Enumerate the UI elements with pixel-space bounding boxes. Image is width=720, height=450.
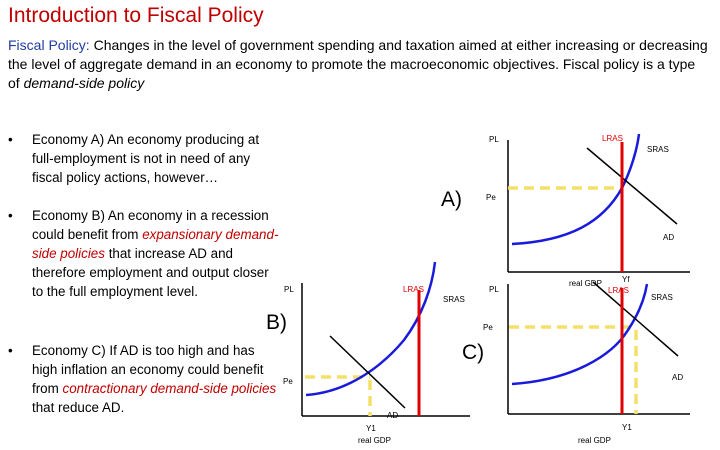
diagram-a-y-axis-label: PL	[489, 135, 499, 144]
definition-term: Fiscal Policy:	[8, 37, 90, 53]
bullet-lead: Economy B)	[32, 208, 105, 223]
bullet-text: An economy in a recession could benefit …	[32, 208, 269, 242]
diagram-c-ad-curve	[592, 281, 679, 357]
definition-body: Changes in the level of government spend…	[8, 37, 708, 91]
diagram-b-sras-curve	[305, 261, 437, 397]
bullet-dot: •	[8, 343, 13, 358]
diagram-a-sras-curve	[511, 133, 641, 246]
diagram-a-ad-curve	[586, 147, 678, 225]
diagram-a-lras-label: LRAS	[602, 134, 623, 143]
diagram-b-output-label: Y1	[366, 424, 376, 433]
definition-emphasis: demand-side policy	[23, 75, 145, 91]
bullet-dot: •	[8, 132, 13, 147]
bullet-text-after: that increase AD and therefore employmen…	[32, 246, 269, 299]
bullet-text: An economy producing at full-employment …	[32, 132, 260, 185]
diagram-c-sras-curve	[511, 283, 649, 386]
diagram-b-price-label: Pe	[283, 377, 293, 386]
diagram-b-ad-curve	[329, 335, 406, 409]
bullet-text: If AD is too high and has high inflation…	[32, 343, 264, 396]
diagram-c: PL LRAS SRAS AD Pe Y1 real GDP	[483, 281, 690, 445]
diagram-c-x-axis-label: real GDP	[578, 436, 611, 445]
bullet-text-after: that reduce AD.	[32, 400, 125, 415]
diagram-a-sras-label: SRAS	[647, 145, 669, 154]
diagram-b: PL LRAS SRAS AD Pe Y1 real GDP	[283, 261, 470, 445]
diagram-b-lras-label: LRAS	[403, 285, 424, 294]
diagram-c-output-label: Y1	[622, 423, 632, 432]
diagram-a-output-label: Yf	[622, 275, 630, 284]
diagram-c-top-gdp-label: real GDP	[569, 279, 602, 288]
page-title: Introduction to Fiscal Policy	[8, 4, 264, 27]
diagram-c-sras-label: SRAS	[651, 293, 673, 302]
diagram-c-price-label: Pe	[483, 323, 493, 332]
diagram-b-x-axis-label: real GDP	[358, 436, 391, 445]
diagram-c-y-axis-label: PL	[489, 285, 499, 294]
diagram-b-ad-label: AD	[387, 411, 398, 420]
diagram-a-ad-label: AD	[663, 233, 674, 242]
bullet-lead: Economy A)	[32, 132, 105, 147]
bullet-emphasis: expansionary demand-side policies	[32, 227, 279, 261]
bullet-emphasis: contractionary demand-side policies	[62, 381, 277, 396]
bullet-lead: Economy C)	[32, 343, 106, 358]
diagram-b-sras-label: SRAS	[443, 295, 465, 304]
diagram-a-price-label: Pe	[486, 193, 496, 202]
bullet-dot: •	[8, 208, 13, 223]
diagram-a: PL LRAS SRAS AD Pe Yf	[486, 133, 690, 284]
diagram-c-ad-label: AD	[672, 373, 683, 382]
diagram-c-label: C)	[462, 341, 485, 364]
diagram-c-lras-label: LRAS	[608, 286, 629, 295]
diagram-b-y-axis-label: PL	[284, 285, 294, 294]
diagram-a-label: A)	[441, 188, 462, 211]
diagram-b-label: B)	[266, 311, 287, 334]
definition-paragraph: Fiscal Policy: Changes in the level of g…	[8, 36, 708, 93]
